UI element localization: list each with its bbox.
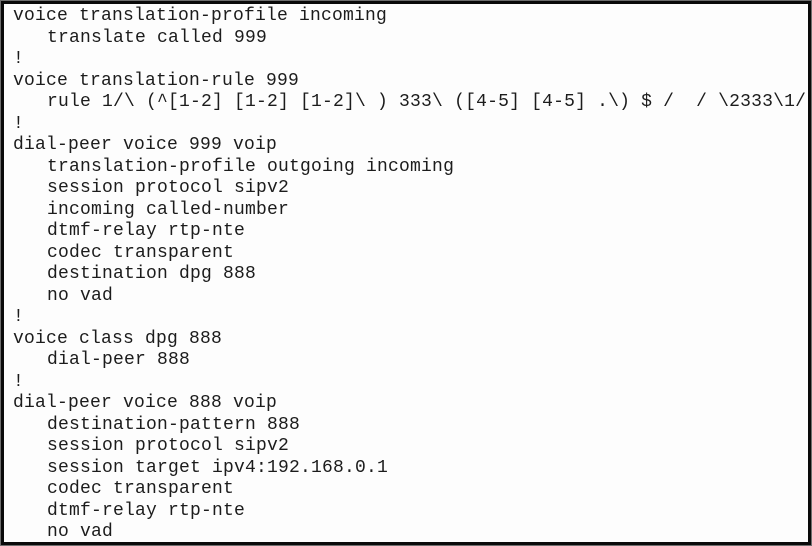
config-line-4: voice translation-rule 999 <box>13 70 300 91</box>
config-line-15: ! <box>13 307 25 327</box>
config-line-3: ! <box>13 49 25 69</box>
config-line-12: codec transparent <box>47 242 235 263</box>
config-line-14: no vad <box>47 285 114 306</box>
cisco-config-code-block: voice translation-profile incoming transl… <box>13 6 808 542</box>
config-line-6: ! <box>13 113 25 134</box>
config-line-19: dial-peer voice 888 voip <box>13 393 278 413</box>
config-line-5: rule 1/\ (^[1-2] [1-2] [1-2]\ ) 333\ ([4… <box>47 92 807 112</box>
config-line-17: dial-peer 888 <box>47 350 191 370</box>
config-line-7: dial-peer voice 999 voip <box>13 135 278 155</box>
config-line-20: destination-pattern 888 <box>47 414 301 435</box>
config-line-18: ! <box>13 371 25 392</box>
config-line-16: voice class dpg 888 <box>13 328 223 349</box>
config-line-8: translation-profile outgoing incoming <box>47 156 455 177</box>
config-line-21: session protocol sipv2 <box>47 436 290 456</box>
config-line-11: dtmf-relay rtp-nte <box>47 221 246 241</box>
config-line-13: destination dpg 888 <box>47 264 257 284</box>
config-line-10: incoming called-number <box>47 199 290 220</box>
config-line-22: session target ipv4:192.168.0.1 <box>47 457 389 478</box>
config-line-1: voice translation-profile incoming <box>13 6 388 26</box>
config-line-24: dtmf-relay rtp-nte <box>47 500 246 521</box>
config-line-23: codec transparent <box>47 479 235 499</box>
config-line-2: translate called 999 <box>47 27 268 48</box>
config-line-25: no vad <box>47 522 114 542</box>
config-line-9: session protocol sipv2 <box>47 178 290 198</box>
